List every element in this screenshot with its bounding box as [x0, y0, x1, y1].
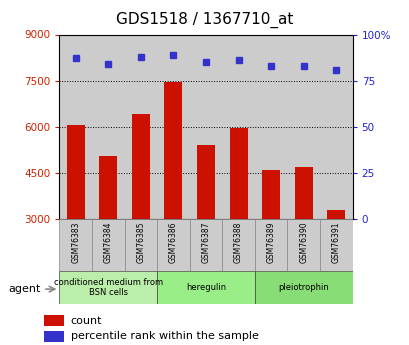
Text: heregulin: heregulin: [186, 283, 225, 292]
Bar: [294, 167, 312, 219]
Bar: [92, 219, 124, 271]
Text: GDS1518 / 1367710_at: GDS1518 / 1367710_at: [116, 12, 293, 28]
Bar: [222, 219, 254, 271]
Bar: [124, 219, 157, 271]
Bar: [222, 34, 254, 219]
Bar: [45, 315, 63, 326]
Bar: [319, 34, 352, 219]
Text: GSM76389: GSM76389: [266, 222, 275, 263]
Bar: [67, 125, 85, 219]
Bar: [132, 115, 149, 219]
Bar: [189, 219, 222, 271]
Bar: [262, 170, 279, 219]
Text: GSM76387: GSM76387: [201, 222, 210, 263]
Bar: [254, 34, 287, 219]
Text: GSM76384: GSM76384: [103, 222, 112, 263]
Text: GSM76385: GSM76385: [136, 222, 145, 263]
Text: GSM76391: GSM76391: [331, 222, 340, 263]
Bar: [99, 156, 117, 219]
Text: percentile rank within the sample: percentile rank within the sample: [70, 331, 258, 341]
Bar: [164, 82, 182, 219]
Text: agent: agent: [8, 284, 40, 294]
Bar: [92, 34, 124, 219]
Bar: [59, 219, 92, 271]
Bar: [59, 34, 92, 219]
Text: pleiotrophin: pleiotrophin: [278, 283, 328, 292]
Bar: [157, 219, 189, 271]
Bar: [197, 145, 214, 219]
Bar: [254, 219, 287, 271]
Bar: [45, 331, 63, 342]
Text: conditioned medium from
BSN cells: conditioned medium from BSN cells: [54, 277, 162, 297]
Bar: [189, 34, 222, 219]
Text: GSM76390: GSM76390: [299, 222, 308, 263]
Bar: [287, 34, 319, 219]
Bar: [124, 34, 157, 219]
Text: GSM76388: GSM76388: [234, 222, 243, 263]
Text: GSM76386: GSM76386: [169, 222, 178, 263]
Bar: [254, 271, 352, 304]
Bar: [287, 219, 319, 271]
Bar: [326, 210, 344, 219]
Bar: [59, 271, 157, 304]
Bar: [157, 34, 189, 219]
Bar: [229, 128, 247, 219]
Bar: [319, 219, 352, 271]
Text: count: count: [70, 316, 102, 326]
Text: GSM76383: GSM76383: [71, 222, 80, 263]
Bar: [157, 271, 254, 304]
